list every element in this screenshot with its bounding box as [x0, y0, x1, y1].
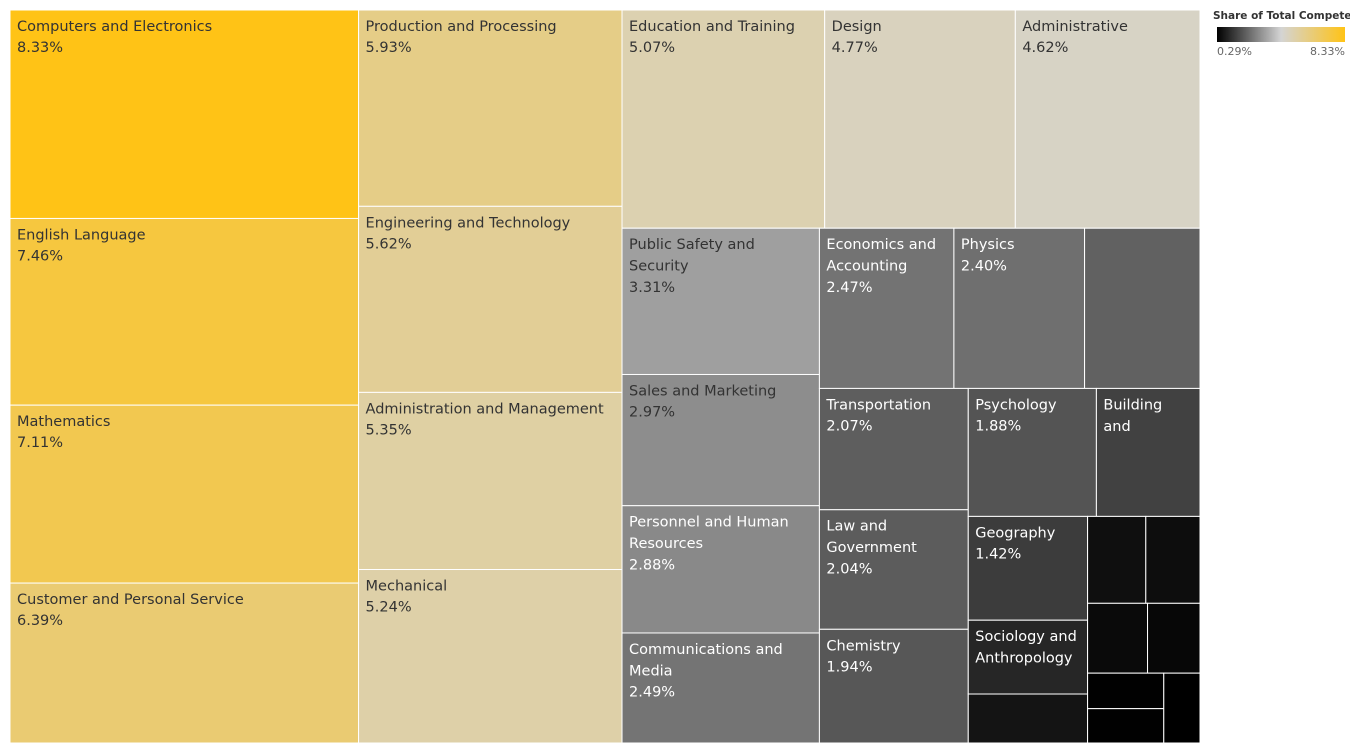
value-label: 2.04%: [826, 561, 872, 577]
tile-label: Administrative: [1022, 19, 1128, 35]
tile-label: Engineering and Technology: [366, 215, 571, 231]
tile: [9, 582, 360, 744]
value-label: 7.11%: [17, 435, 63, 451]
tile: [621, 9, 826, 229]
tile-label: Chemistry: [826, 638, 901, 654]
tile: [1147, 602, 1201, 674]
value-label: 5.24%: [366, 600, 412, 616]
tile-label: Public Safety and Security: [629, 237, 759, 275]
tile: [1095, 387, 1201, 517]
tile: [1145, 515, 1201, 604]
value-label: 2.47%: [826, 280, 872, 296]
tile: [1087, 708, 1165, 744]
tile: [9, 404, 360, 584]
tile-label: Sales and Marketing: [629, 383, 776, 399]
tile-label: Communications and Media: [629, 642, 787, 680]
tile: [818, 387, 969, 511]
tile-label: Transportation: [825, 397, 931, 413]
tile-label: Physics: [961, 237, 1015, 253]
tile: [1087, 515, 1147, 604]
legend-gradient: [1217, 27, 1345, 42]
value-label: 2.88%: [629, 557, 675, 573]
tile-label: Psychology: [975, 397, 1057, 413]
tile-label: Production and Processing: [366, 19, 557, 35]
tile: [358, 205, 623, 393]
tile-label: Personnel and Human Resources: [629, 514, 793, 552]
tile-label: Sociology and Anthropology: [975, 629, 1081, 667]
tile: [967, 619, 1089, 695]
tile: [358, 569, 623, 744]
tile: [1084, 227, 1201, 389]
tile: [358, 391, 623, 571]
value-label: 2.49%: [629, 685, 675, 701]
treemap: Computers and Electronics 8.33% English La…: [9, 9, 1201, 744]
value-label: 5.62%: [366, 236, 412, 252]
tile: [953, 227, 1086, 389]
tile-label: Design: [832, 19, 882, 35]
tile: [9, 217, 360, 406]
tile: [1163, 672, 1201, 744]
tile: [1014, 9, 1201, 229]
value-label: 5.35%: [366, 422, 412, 438]
value-label: 6.39%: [17, 613, 63, 629]
tile: [818, 628, 969, 744]
tile-label: Customer and Personal Service: [17, 592, 244, 608]
legend-min: 0.29%: [1217, 45, 1252, 58]
tile: [967, 693, 1089, 744]
tile: [621, 227, 820, 375]
tile-label: Administration and Management: [366, 401, 604, 417]
tile-label: Mathematics: [17, 414, 110, 430]
tile: [9, 9, 360, 219]
tile: [358, 9, 623, 207]
value-label: 8.33%: [17, 40, 63, 56]
tile: [824, 9, 1016, 229]
tile-label: Mechanical: [366, 578, 448, 594]
tile: [967, 515, 1089, 621]
value-label: 1.94%: [826, 659, 872, 675]
legend-max: 8.33%: [1310, 45, 1345, 58]
tile-label: English Language: [17, 227, 146, 243]
value-label: 4.62%: [1022, 40, 1068, 56]
value-label: 1.88%: [975, 419, 1021, 435]
tile-label: Education and Training: [629, 19, 795, 35]
value-label: 2.97%: [629, 405, 675, 421]
tile: [621, 505, 820, 634]
tile-label: Law and Government: [826, 518, 917, 556]
tile-label: Computers and Electronics: [17, 19, 212, 35]
value-label: 5.07%: [629, 40, 675, 56]
tile: [1087, 672, 1165, 710]
tile: [1087, 602, 1149, 674]
value-label: 2.07%: [826, 419, 872, 435]
value-label: 7.46%: [17, 249, 63, 265]
tile: [818, 227, 955, 389]
value-label: 1.42%: [975, 547, 1021, 563]
legend-title: Share of Total Compete..: [1213, 10, 1350, 22]
value-label: 4.77%: [832, 40, 878, 56]
tile-label: Building and: [1103, 397, 1166, 435]
value-label: 5.93%: [366, 40, 412, 56]
value-label: 2.40%: [961, 258, 1007, 274]
tile: [967, 387, 1097, 517]
tile-label: Geography: [975, 525, 1055, 541]
tile-label: Economics and Accounting: [826, 237, 940, 275]
tile: [818, 509, 969, 630]
tile: [621, 632, 820, 744]
value-label: 3.31%: [629, 280, 675, 296]
